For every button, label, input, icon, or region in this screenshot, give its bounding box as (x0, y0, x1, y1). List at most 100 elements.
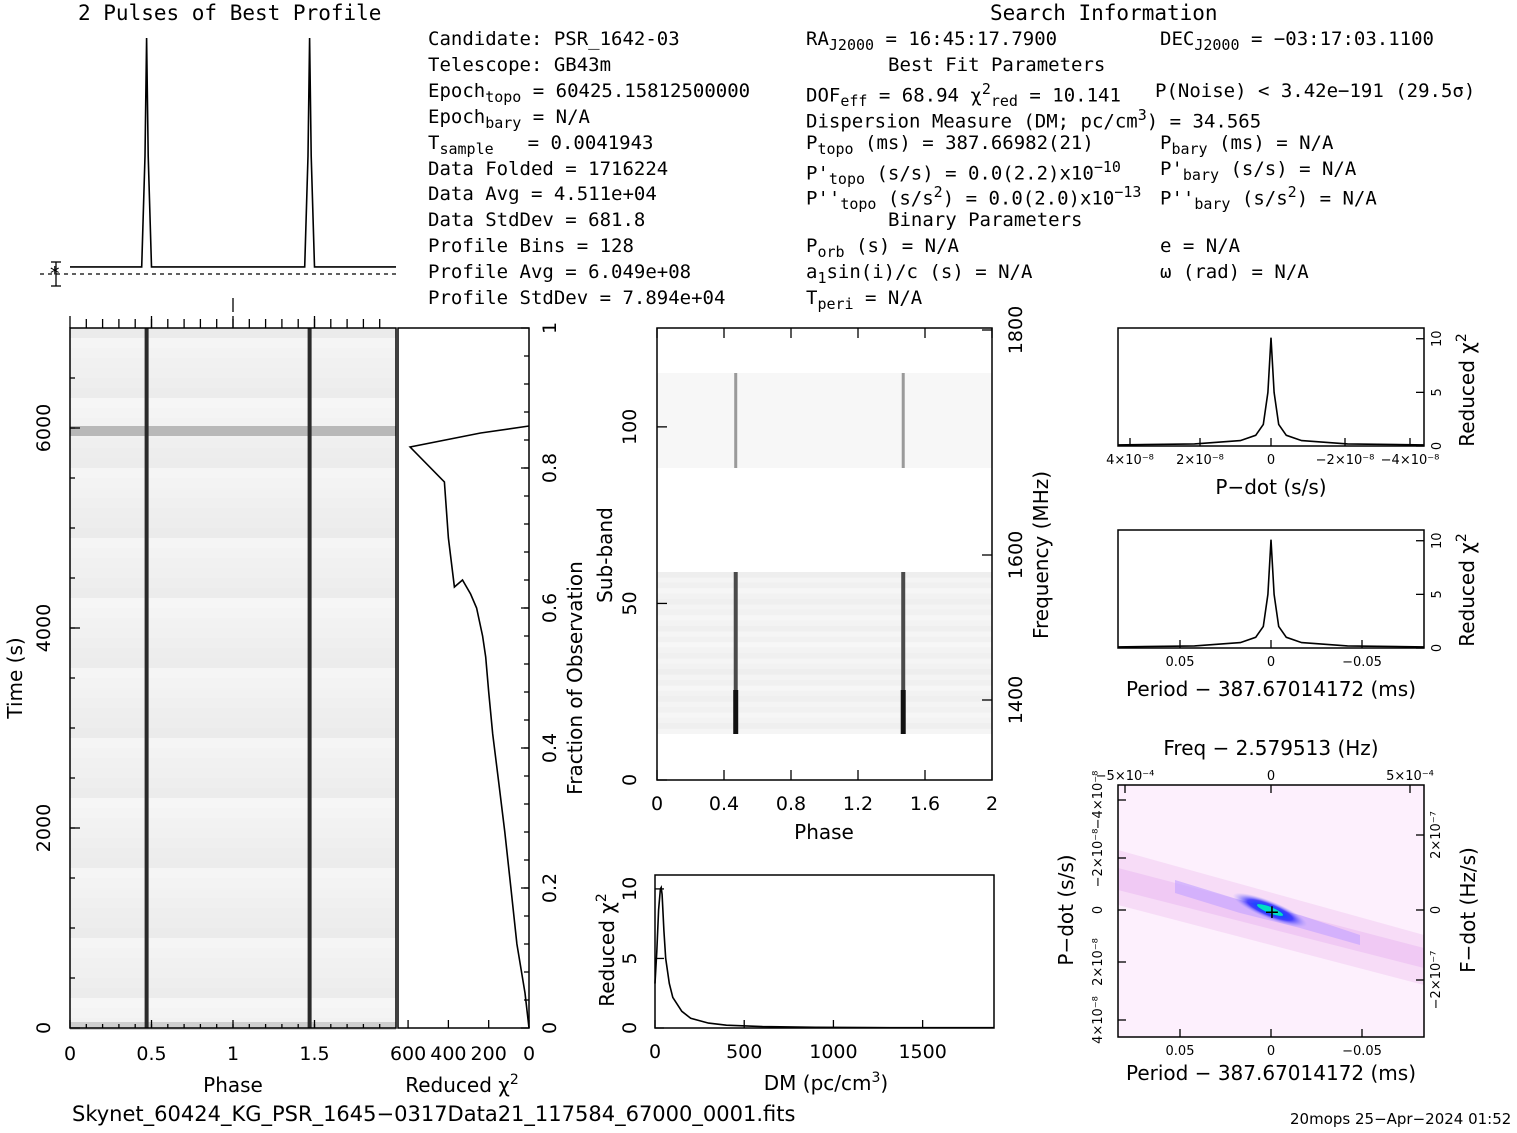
subband-row (657, 631, 992, 637)
subband-row (657, 582, 992, 589)
subband-pulse-strong (733, 690, 739, 734)
time-phase-ticks: 0 0.5 1 1.5 0 2000 4000 6000 (33, 316, 381, 1065)
time-phase-row (70, 808, 396, 818)
subband-row (657, 647, 992, 653)
time-phase-row (70, 768, 396, 778)
ppdot-ylabel: P−dot (s/s) (1054, 854, 1078, 965)
chi2-fraction-xlabel: Reduced χ2 (405, 1072, 519, 1097)
pdot-ylabel: Reduced χ2 (1454, 333, 1479, 447)
profile-title: 2 Pulses of Best Profile (78, 1, 382, 25)
time-phase-row (70, 738, 396, 748)
subband-row (657, 588, 992, 594)
subband-row (657, 642, 992, 648)
subband-row (657, 680, 992, 686)
time-phase-row (70, 818, 396, 828)
period-pdot-plane: + 0.05 0 −0.05 −5×10⁻⁴ 0 5×10⁻⁴ 4×10⁻⁸ 2×10⁻⁸ 0 −… (1091, 769, 1444, 1059)
time-phase-row (70, 348, 396, 358)
chi2-fraction-ticks: 600 400 200 00 0.2 0.4 0.6 0.8 1 (390, 322, 561, 1065)
subband-freq-tick-label: 1600 (1005, 531, 1027, 579)
time-phase-row (70, 538, 396, 548)
time-phase-row (70, 608, 396, 618)
pdot-curve-x-tick-label: −4×10⁻⁸ (1381, 453, 1440, 468)
pdot-curve (1117, 337, 1425, 446)
subband-row (657, 620, 992, 626)
best-fit-heading: Best Fit Parameters (888, 54, 1106, 76)
subband-pulse-lower (901, 572, 906, 734)
ppdot-x-tick-label: 0.05 (1166, 1044, 1195, 1059)
subband-row (657, 604, 992, 610)
ppdot-title: Freq − 2.579513 (Hz) (1163, 736, 1378, 760)
time-phase-x-tick-label: 0 (64, 1043, 76, 1065)
time-phase-row (70, 888, 396, 898)
time-phase-row (70, 858, 396, 868)
dm-ticks: 0 500 1000 1500 0 5 10 (619, 877, 947, 1063)
time-phase-row (70, 728, 396, 738)
dm-y-tick-label: 0 (619, 1022, 641, 1034)
dm-y-tick-label: 10 (619, 877, 641, 901)
subband-row (657, 577, 992, 583)
omega-line: ω (rad) = N/A (1160, 261, 1309, 283)
time-phase-row (70, 528, 396, 538)
time-phase-row (70, 448, 396, 458)
footer-timestamp: 20mops 25−Apr−2024 01:52 (1290, 1110, 1512, 1128)
time-phase-row (70, 648, 396, 658)
period-curve-x-tick-label: −0.05 (1342, 655, 1382, 670)
time-phase-row (70, 338, 396, 348)
subband-xlabel: Phase (794, 820, 854, 844)
time-phase-row (70, 948, 396, 958)
ppdot-best-marker: + (1264, 901, 1280, 923)
ppdot-x2-tick-label: 0 (1267, 769, 1275, 784)
profile-avg-line: Profile Avg = 6.049e+08 (428, 261, 692, 283)
ppdot-y-tick-label: 4×10⁻⁸ (1091, 996, 1106, 1044)
time-phase-row (70, 638, 396, 648)
time-phase-row (70, 938, 396, 948)
time-phase-y-tick-label: 2000 (33, 804, 55, 852)
time-phase-row (70, 678, 396, 688)
time-phase-pulse-track (144, 328, 149, 1028)
time-phase-row (70, 838, 396, 848)
time-phase-row (70, 628, 396, 638)
subband-pulse-tracks (733, 373, 906, 734)
period-curve-y-tick-label: 5 (1430, 590, 1445, 598)
time-phase-xlabel: Phase (203, 1073, 263, 1097)
pdot-curve-x-tick-label: 4×10⁻⁸ (1106, 453, 1154, 468)
time-phase-row (70, 908, 396, 918)
dm-x-tick-label: 0 (649, 1041, 661, 1063)
time-phase-y-tick-label: 0 (33, 1022, 55, 1034)
p-bary-line: Pbary (ms) = N/A (1160, 132, 1334, 158)
subband-x-tick-label: 0 (651, 793, 663, 815)
period-curve (1117, 539, 1425, 648)
profile-plot: * (40, 37, 400, 312)
time-phase-row (70, 398, 396, 408)
time-phase-row (70, 788, 396, 798)
time-phase-ylabel: Time (s) (3, 637, 27, 719)
time-phase-row (70, 1008, 396, 1018)
period-curve-x-tick-label: 0 (1267, 655, 1275, 670)
pdot-curve-x-tick-label: −2×10⁻⁸ (1316, 453, 1375, 468)
dm-frame (654, 874, 995, 1029)
profile-stddev-line: Profile StdDev = 7.894e+04 (428, 287, 726, 309)
subband-row (657, 728, 992, 734)
ppdot-y2-tick-label: −2×10⁻⁷ (1429, 951, 1444, 1010)
profile-curve (70, 37, 396, 268)
chi2-fraction-y-tick-label: 1 (539, 322, 561, 334)
ppdot-x-tick-label: −0.05 (1342, 1044, 1382, 1059)
subband-x-tick-label: 0.4 (709, 793, 739, 815)
period-ylabel: Reduced χ2 (1454, 533, 1479, 647)
subband-x-tick-label: 0.8 (776, 793, 806, 815)
time-phase-plot: 0 0.5 1 1.5 0 2000 4000 6000 (33, 316, 397, 1065)
p-topo-line: Ptopo (ms) = 387.66982(21) (806, 132, 1094, 158)
time-phase-row (70, 828, 396, 838)
time-phase-row (70, 408, 396, 418)
candidate-line: Candidate: PSR_1642-03 (428, 28, 680, 50)
ra-line: RAJ2000 = 16:45:17.7900 (806, 28, 1058, 54)
chi2-fraction-x-tick-label: 600 (390, 1043, 426, 1065)
time-phase-row (70, 588, 396, 598)
chi2-fraction-x-tick-label: 0 (523, 1043, 535, 1065)
pdot-curve-y-tick-label: 5 (1430, 388, 1445, 396)
time-phase-x-tick-label: 0.5 (136, 1043, 166, 1065)
subband-row (657, 626, 992, 632)
ppdot-y2label: F−dot (Hz/s) (1456, 847, 1480, 973)
subband-row (657, 717, 992, 724)
pddot-bary-line: P''bary (s/s2) = N/A (1160, 183, 1377, 214)
